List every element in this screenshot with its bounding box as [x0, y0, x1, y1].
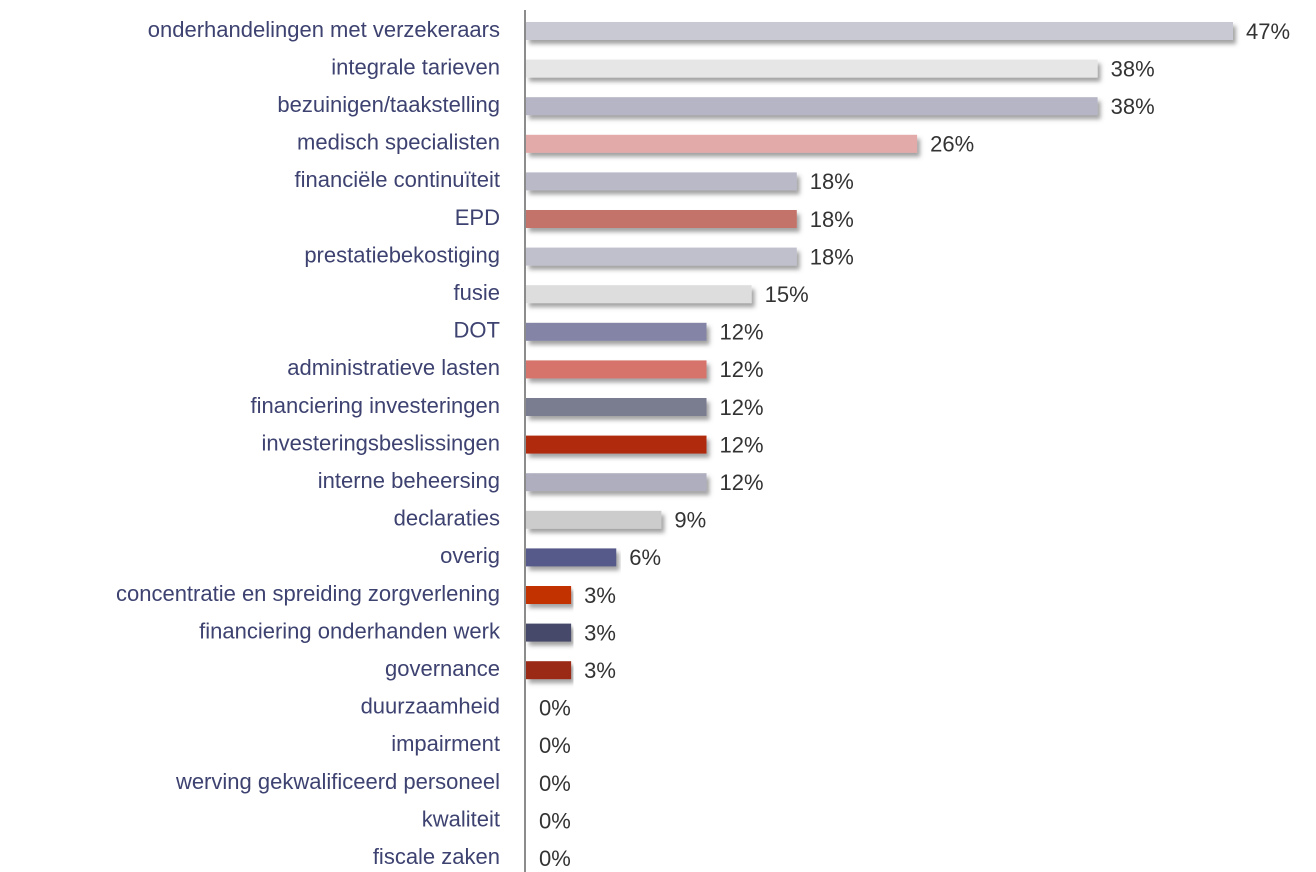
value-label: 0%	[539, 771, 571, 796]
value-label: 18%	[810, 169, 854, 194]
bar	[526, 510, 662, 529]
category-label: financiering onderhanden werk	[199, 618, 501, 643]
category-label: DOT	[454, 318, 500, 343]
category-label: integrale tarieven	[331, 54, 500, 79]
value-label: 15%	[765, 282, 809, 307]
value-label: 12%	[720, 320, 764, 345]
category-label: investeringsbeslissingen	[262, 430, 500, 455]
bar	[526, 623, 572, 642]
category-label: overig	[440, 543, 500, 568]
value-label: 3%	[584, 658, 616, 683]
value-label: 26%	[930, 132, 974, 157]
value-label: 3%	[584, 583, 616, 608]
category-label: impairment	[391, 731, 500, 756]
value-label: 9%	[674, 508, 706, 533]
category-label: onderhandelingen met verzekeraars	[148, 17, 500, 42]
bar	[526, 586, 572, 604]
bar	[526, 285, 752, 304]
category-label: EPD	[455, 205, 500, 230]
bar	[526, 59, 1098, 78]
value-label: 0%	[539, 733, 571, 758]
bar	[526, 360, 707, 379]
bar	[526, 172, 797, 191]
value-label: 38%	[1111, 56, 1155, 81]
bar	[526, 97, 1098, 116]
bar	[526, 22, 1233, 40]
category-label: governance	[385, 656, 500, 681]
bar	[526, 398, 707, 416]
value-label: 18%	[810, 244, 854, 269]
category-label: fusie	[454, 280, 500, 305]
category-label: declaraties	[394, 506, 500, 531]
category-label: prestatiebekostiging	[304, 242, 500, 267]
value-label: 38%	[1111, 94, 1155, 119]
bar	[526, 210, 797, 228]
category-label: administratieve lasten	[287, 355, 500, 380]
value-label: 6%	[629, 545, 661, 570]
value-label: 18%	[810, 207, 854, 232]
bar	[526, 548, 617, 567]
bar	[526, 473, 707, 492]
value-label: 0%	[539, 846, 571, 871]
category-label: interne beheersing	[318, 468, 500, 493]
category-label: financiering investeringen	[251, 393, 501, 418]
category-label: duurzaamheid	[361, 694, 500, 719]
value-label: 12%	[720, 432, 764, 457]
value-label: 12%	[720, 357, 764, 382]
category-label: medisch specialisten	[297, 130, 500, 155]
category-label: fiscale zaken	[373, 844, 500, 869]
bar	[526, 134, 918, 153]
value-label: 3%	[584, 620, 616, 645]
value-label: 0%	[539, 696, 571, 721]
value-label: 12%	[720, 395, 764, 420]
bar	[526, 322, 707, 341]
bar	[526, 661, 572, 680]
category-label: kwaliteit	[422, 806, 500, 831]
category-label: concentratie en spreiding zorgverlening	[116, 581, 500, 606]
value-label: 47%	[1246, 19, 1290, 44]
value-label: 0%	[539, 808, 571, 833]
category-label: werving gekwalificeerd personeel	[175, 769, 500, 794]
bar	[526, 247, 797, 266]
category-label: bezuinigen/taakstelling	[277, 92, 500, 117]
bar	[526, 435, 707, 454]
category-label: financiële continuïteit	[295, 167, 500, 192]
value-label: 12%	[720, 470, 764, 495]
